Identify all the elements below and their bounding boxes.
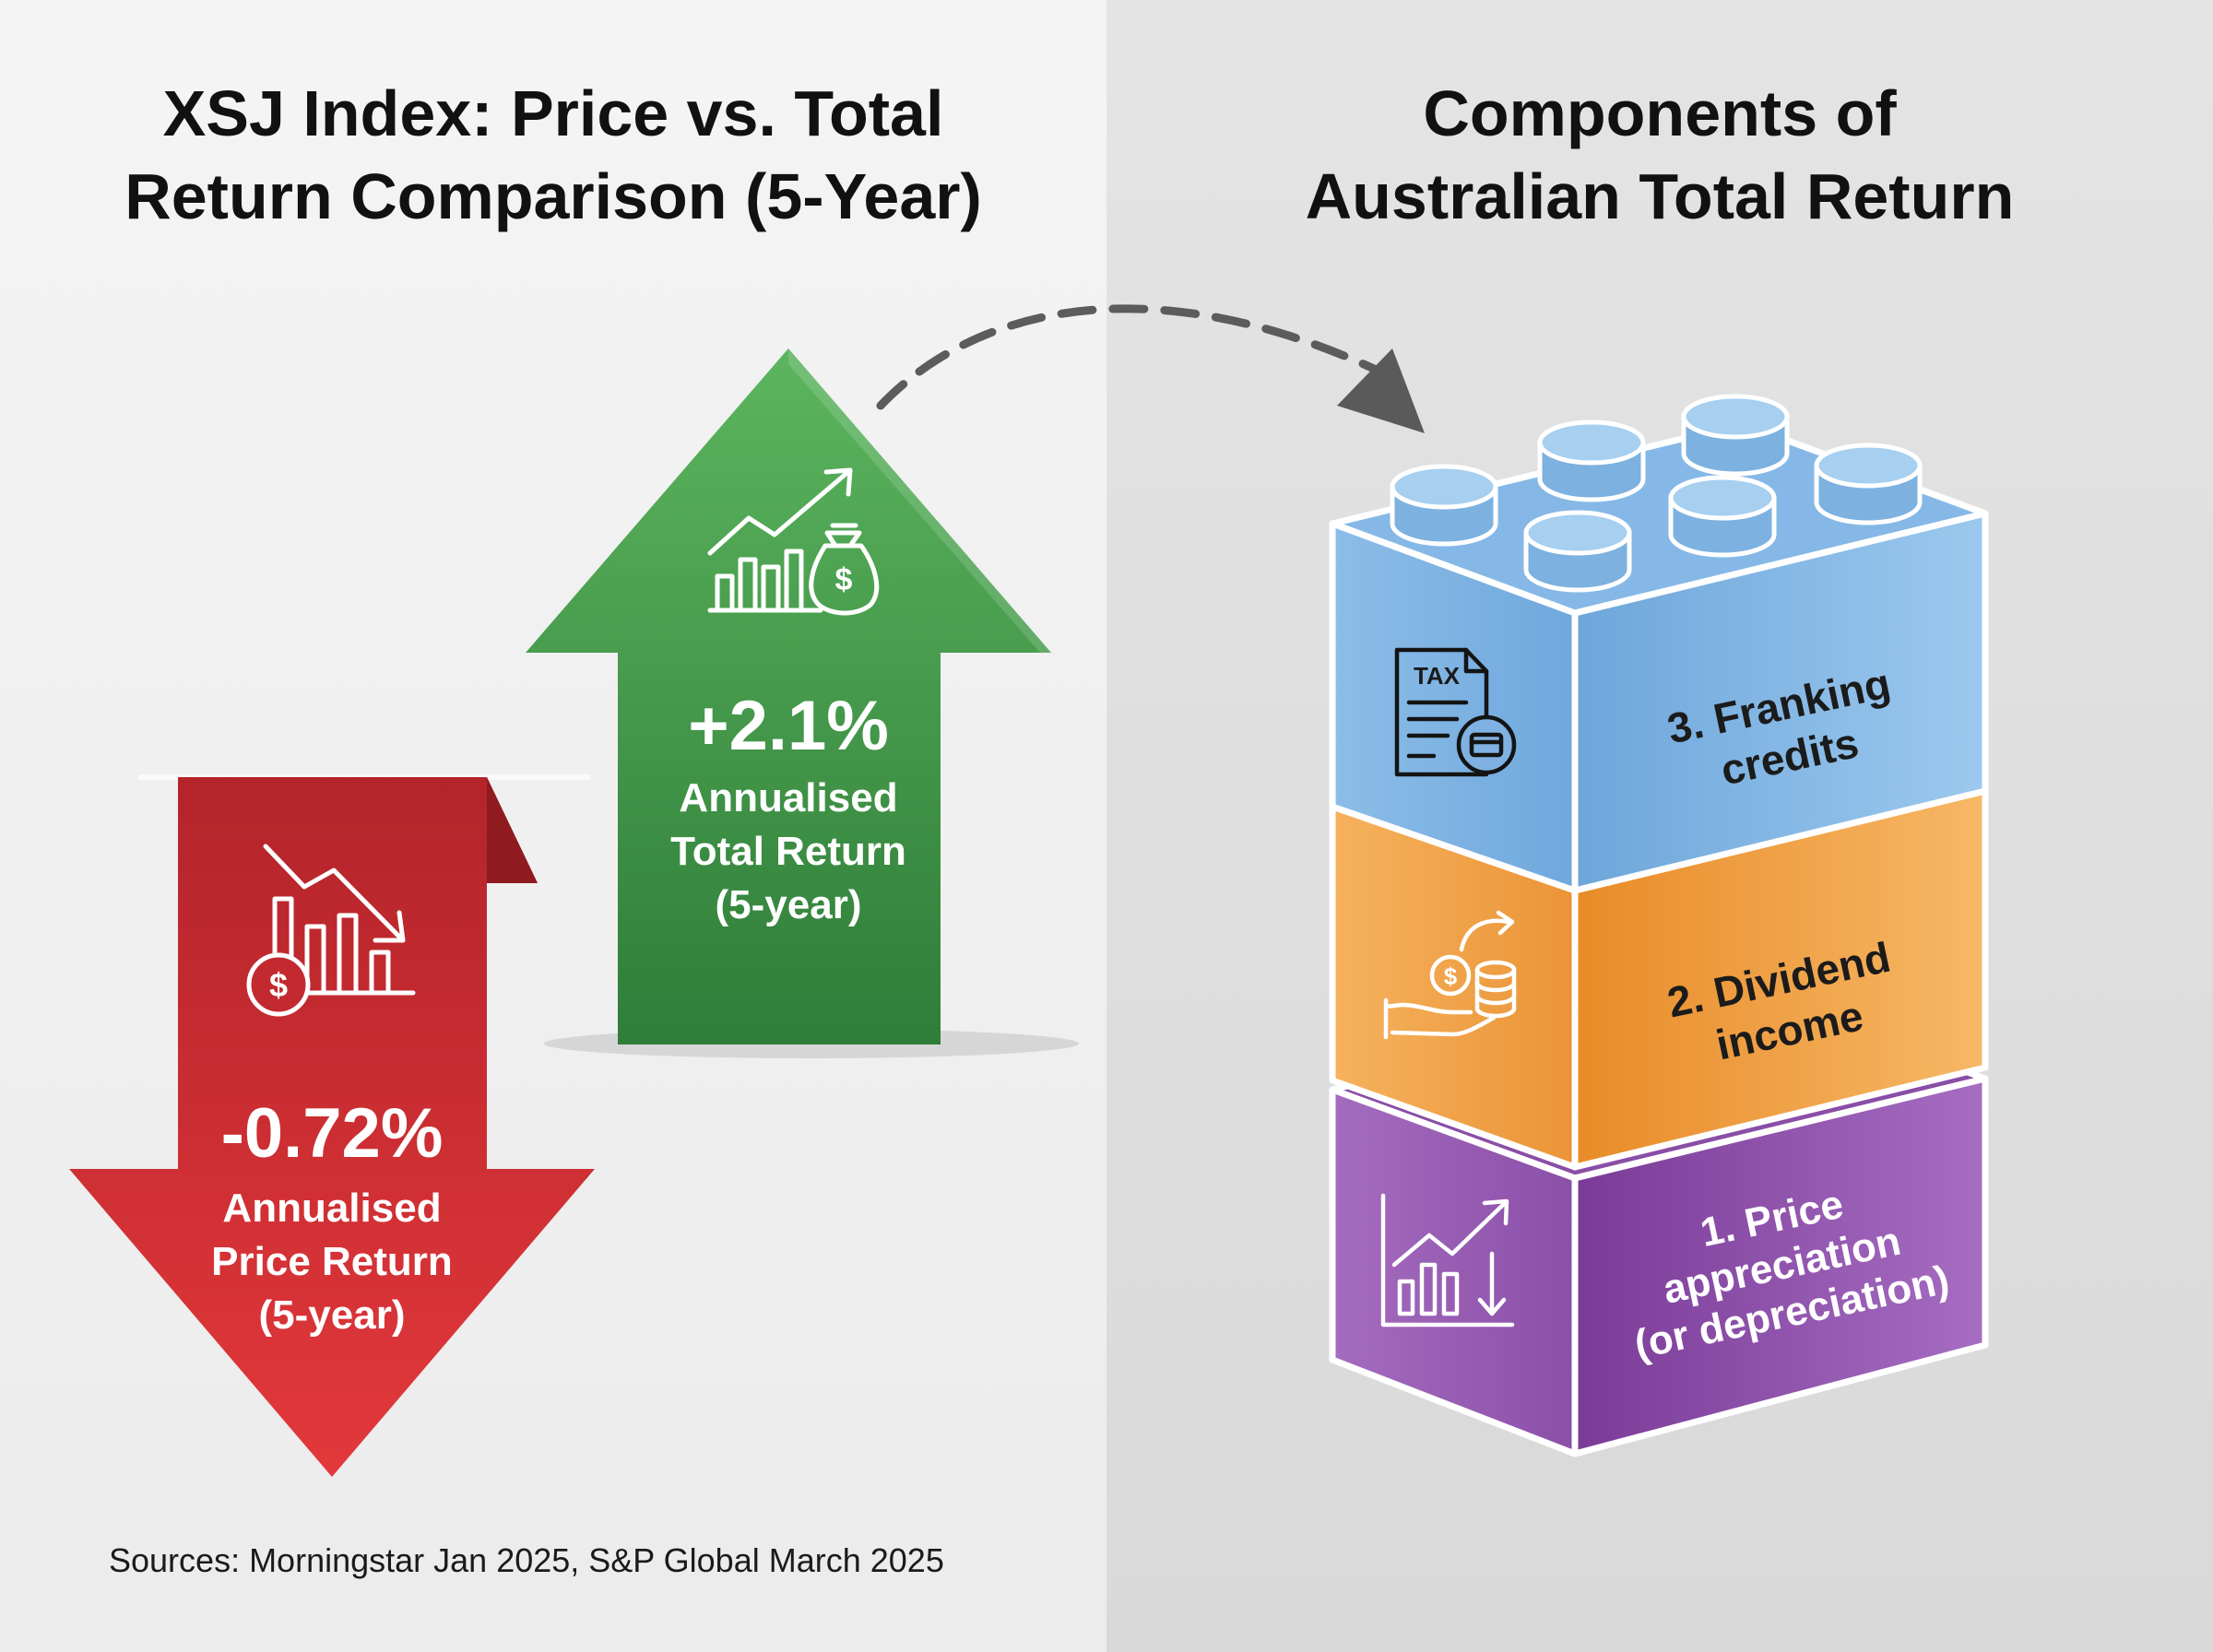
growth-chart-money-bag-icon bbox=[707, 467, 880, 616]
tax-document-card-icon bbox=[1394, 647, 1517, 777]
dividend-coin-dollar: $ bbox=[1444, 962, 1458, 990]
left-title-line-2: Return Comparison (5-Year) bbox=[124, 160, 982, 232]
right-title-line-2: Australian Total Return bbox=[1305, 160, 2015, 232]
dollar-coin: $ bbox=[269, 966, 288, 1004]
left-title-line-1: XSJ Index: Price vs. Total bbox=[162, 77, 944, 149]
return-components-stack bbox=[1329, 420, 1989, 1457]
price-return-caption-line-1: Annualised bbox=[222, 1186, 441, 1231]
stud bbox=[1668, 475, 1777, 558]
money-bag-dollar: $ bbox=[835, 562, 853, 597]
total-return-arrow: $ +2.1% Annualised Total Return (5-year) bbox=[526, 348, 1079, 1058]
left-title: XSJ Index: Price vs. Total Return Compar… bbox=[37, 72, 1070, 238]
price-chart-up-down-icon bbox=[1380, 1193, 1515, 1328]
stud bbox=[1814, 442, 1923, 525]
right-title: Components of Australian Total Return bbox=[1143, 72, 2176, 238]
declining-chart-dollar-icon bbox=[246, 844, 416, 1017]
stud bbox=[1681, 394, 1790, 477]
price-return-arrow: $ -0.72% Annualised Price Return (5-year… bbox=[69, 774, 595, 1477]
connector-arrow bbox=[876, 304, 1425, 433]
total-return-value: +2.1% bbox=[688, 687, 889, 765]
component-block-dividend bbox=[1329, 787, 1989, 1171]
stud bbox=[1537, 419, 1646, 502]
sources-footnote: Sources: Morningstar Jan 2025, S&P Globa… bbox=[109, 1541, 944, 1579]
tax-label: TAX bbox=[1414, 662, 1461, 690]
stud bbox=[1523, 510, 1632, 593]
block-studs bbox=[1390, 394, 1923, 593]
total-return-caption-line-1: Annualised bbox=[679, 775, 897, 820]
price-return-caption-line-3: (5-year) bbox=[259, 1292, 406, 1338]
connector-arrowhead bbox=[1337, 348, 1425, 433]
total-return-caption-line-2: Total Return bbox=[670, 829, 906, 874]
right-title-line-1: Components of bbox=[1423, 77, 1897, 149]
stud bbox=[1390, 464, 1498, 547]
price-return-value: -0.72% bbox=[221, 1094, 444, 1173]
hand-coins-dividend-icon bbox=[1383, 910, 1517, 1040]
price-return-caption-line-2: Price Return bbox=[211, 1239, 453, 1284]
total-return-caption-line-3: (5-year) bbox=[716, 882, 862, 927]
